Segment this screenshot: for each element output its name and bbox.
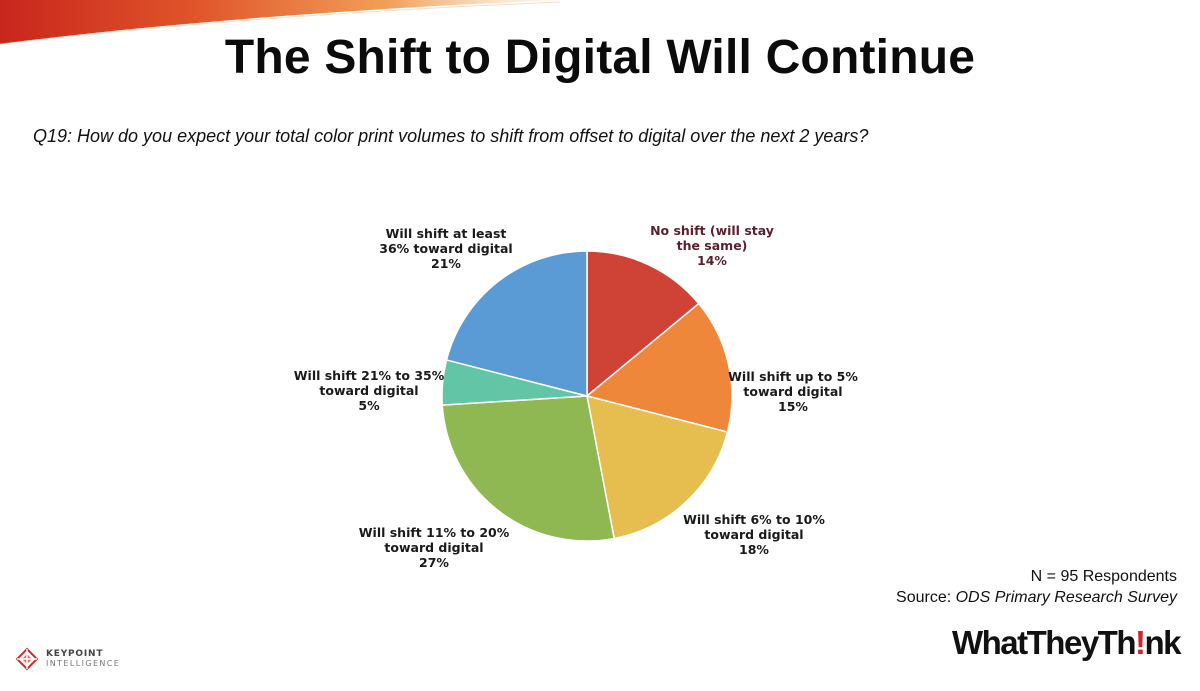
slice-value-0: 14% xyxy=(697,253,727,268)
slice-label-line: No shift (will stay xyxy=(650,223,774,238)
slice-label-line: Will shift up to 5% xyxy=(728,369,858,384)
slice-label-0: No shift (will stay the same) 14% xyxy=(650,223,774,268)
slice-label-4: Will shift 21% to 35% toward digital 5% xyxy=(294,368,445,413)
source-prefix: Source: xyxy=(896,589,956,606)
slice-label-line: 36% toward digital xyxy=(379,241,512,256)
slice-value-5: 21% xyxy=(431,256,461,271)
slice-label-2: Will shift 6% to 10% toward digital 18% xyxy=(683,512,825,557)
keypoint-name: KEYPOINT xyxy=(46,649,104,659)
slice-label-line: the same) xyxy=(677,238,748,253)
slice-value-3: 27% xyxy=(419,555,449,570)
pie-slice-0 xyxy=(586,250,700,398)
slice-label-line: Will shift 6% to 10% xyxy=(683,512,825,527)
slice-value-2: 18% xyxy=(739,542,769,557)
keypoint-diamond-icon xyxy=(15,647,39,671)
slice-label-3: Will shift 11% to 20% toward digital 27% xyxy=(359,525,510,570)
keypoint-subtitle: INTELLIGENCE xyxy=(46,659,121,668)
pie-slice-3 xyxy=(441,395,616,542)
pie-slice-5 xyxy=(445,250,588,397)
source-title: ODS Primary Research Survey xyxy=(955,589,1177,606)
slice-label-line: Will shift at least xyxy=(386,226,507,241)
respondents-count: N = 95 Respondents xyxy=(1030,568,1177,585)
wtt-logo-part2: nk xyxy=(1144,624,1181,661)
pie-slice-2 xyxy=(586,394,729,540)
header-swoosh-decoration xyxy=(0,0,561,45)
slice-value-4: 5% xyxy=(358,398,380,413)
wtt-logo-bang: ! xyxy=(1134,624,1146,661)
slice-label-line: toward digital xyxy=(319,383,418,398)
slice-label-line: Will shift 11% to 20% xyxy=(359,525,510,540)
source-line: Source: ODS Primary Research Survey xyxy=(896,587,1177,608)
pie-slice-1 xyxy=(585,302,733,433)
whattheythink-logo: WhatTheyTh!nk xyxy=(952,624,1181,662)
slide-title: The Shift to Digital Will Continue xyxy=(224,31,976,84)
slice-label-line: toward digital xyxy=(704,527,803,542)
survey-question: Q19: How do you expect your total color … xyxy=(33,126,869,146)
keypoint-intelligence-logo: KEYPOINT INTELLIGENCE xyxy=(14,646,120,672)
wtt-logo-part1: WhatTheyTh xyxy=(952,624,1136,661)
slice-label-5: Will shift at least 36% toward digital 21% xyxy=(379,226,512,271)
slice-value-1: 15% xyxy=(778,399,808,414)
slice-label-line: Will shift 21% to 35% xyxy=(294,368,445,383)
footnote: N = 95 Respondents Source: ODS Primary R… xyxy=(896,566,1177,608)
pie-slices xyxy=(441,250,733,542)
slice-label-line: toward digital xyxy=(384,540,483,555)
slice-label-line: toward digital xyxy=(743,384,842,399)
pie-labels: No shift (will stay the same) 14% Will shif… xyxy=(294,223,859,570)
slice-label-1: Will shift up to 5% toward digital 15% xyxy=(728,369,858,414)
